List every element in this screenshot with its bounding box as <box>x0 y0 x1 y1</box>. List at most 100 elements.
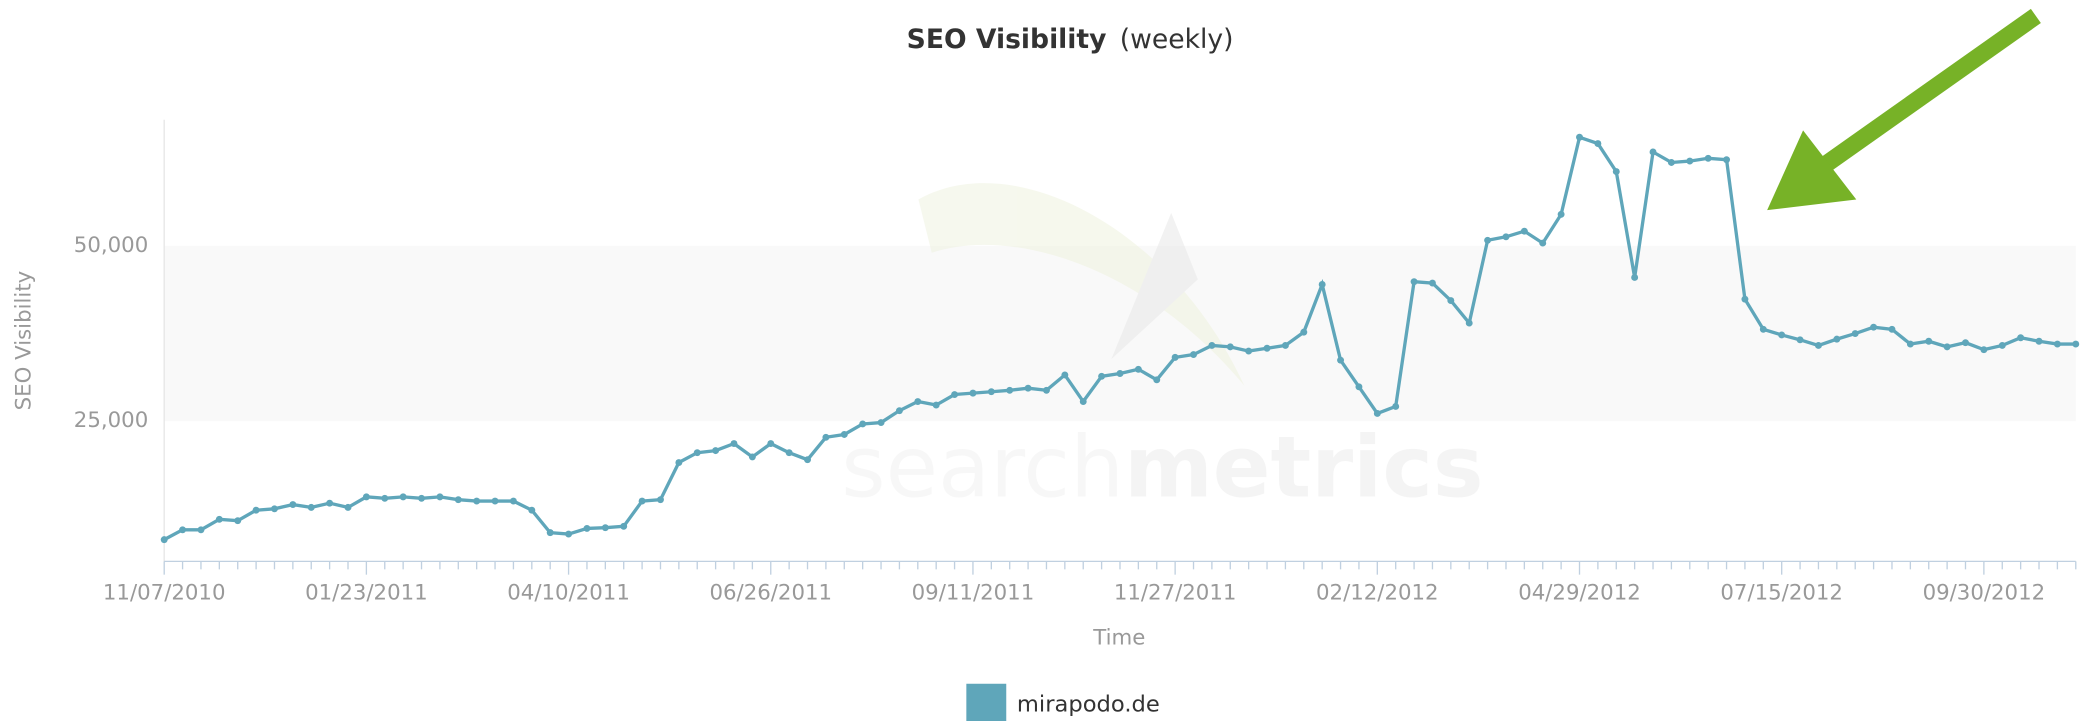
data-point <box>1263 344 1271 352</box>
arrow-shaft <box>1818 8 2041 174</box>
data-point <box>1759 325 1767 333</box>
data-point <box>362 493 370 501</box>
data-point <box>1116 370 1124 377</box>
watermark-text: searchmetrics <box>841 419 1483 518</box>
data-point <box>1980 346 1988 354</box>
data-point <box>1594 140 1602 148</box>
data-point <box>1686 157 1694 165</box>
data-point <box>859 420 867 428</box>
data-point <box>840 431 848 438</box>
data-point <box>565 530 573 538</box>
data-point <box>969 389 977 397</box>
data-point <box>804 456 811 464</box>
x-tick-label: 06/26/2011 <box>709 580 832 605</box>
data-point <box>1281 341 1289 349</box>
data-point <box>160 536 168 544</box>
data-point <box>1962 339 1969 347</box>
chart-title: SEO Visibility (weekly) <box>907 23 1234 54</box>
annotation-arrow <box>1767 8 2041 211</box>
data-point <box>1814 341 1822 349</box>
data-point <box>1153 376 1161 384</box>
data-point <box>1484 236 1492 244</box>
data-point <box>1833 335 1841 343</box>
data-point <box>657 496 664 504</box>
data-point <box>509 497 517 505</box>
data-point <box>1098 372 1106 380</box>
data-point <box>1631 273 1639 281</box>
y-axis-label: SEO Visibility <box>12 271 37 411</box>
data-point <box>1925 337 1933 345</box>
data-point <box>1943 343 1951 351</box>
data-point <box>1667 159 1675 166</box>
data-point <box>1502 233 1510 241</box>
data-point <box>638 497 646 505</box>
data-point <box>491 497 499 505</box>
data-point <box>252 506 260 514</box>
data-point <box>1888 325 1896 333</box>
data-point <box>675 459 683 466</box>
data-point <box>1318 281 1326 288</box>
data-point <box>1171 353 1179 361</box>
data-point <box>307 503 315 511</box>
watermark: searchmetrics <box>841 183 1484 518</box>
x-tick-label: 04/10/2011 <box>507 580 630 605</box>
watermark-logo <box>1111 212 1198 360</box>
data-point <box>601 524 609 532</box>
data-point <box>381 494 389 502</box>
legend-swatch <box>966 683 1007 721</box>
data-point <box>197 526 205 534</box>
data-point <box>1576 133 1583 141</box>
data-point <box>951 391 959 398</box>
arrow-head <box>1767 130 1857 211</box>
data-point <box>1778 331 1786 339</box>
data-point <box>399 493 407 501</box>
data-point <box>1134 365 1142 373</box>
data-point <box>1208 341 1216 349</box>
data-point <box>418 494 425 502</box>
data-point <box>822 433 830 441</box>
data-point <box>1539 239 1547 247</box>
x-tick-label: 11/07/2010 <box>103 580 226 605</box>
data-point <box>1300 328 1308 336</box>
data-point <box>215 515 223 523</box>
data-point <box>748 453 756 461</box>
data-point <box>1373 409 1381 417</box>
data-point <box>271 505 278 513</box>
title: SEO Visibility <box>907 23 1107 54</box>
data-point <box>914 398 922 405</box>
data-point <box>1851 330 1859 337</box>
data-point <box>693 449 701 457</box>
data-point <box>1429 279 1436 287</box>
data-point <box>2053 340 2061 348</box>
data-point <box>1465 319 1473 327</box>
x-tick-label: 04/29/2012 <box>1518 580 1641 605</box>
x-tick-label: 11/27/2011 <box>1114 580 1237 605</box>
data-point <box>583 524 591 532</box>
data-point <box>473 497 481 505</box>
data-point <box>1006 386 1014 394</box>
data-point <box>1355 383 1363 391</box>
data-point <box>1024 384 1032 392</box>
data-point <box>289 501 297 509</box>
data-point <box>1723 156 1731 164</box>
data-point <box>1612 168 1620 176</box>
x-tick-label: 07/15/2012 <box>1720 580 1843 605</box>
data-point <box>2035 337 2043 345</box>
data-point <box>1447 297 1455 305</box>
data-point <box>344 503 352 511</box>
data-point <box>877 419 885 427</box>
y-tick-label: 50,000 <box>74 233 148 258</box>
data-point <box>1870 323 1878 331</box>
legend-label: mirapodo.de <box>1017 692 1160 718</box>
data-point <box>1079 398 1087 405</box>
subtitle: (weekly) <box>1120 23 1234 54</box>
x-tick-label: 01/23/2011 <box>305 580 428 605</box>
data-point <box>712 447 720 455</box>
data-point <box>895 407 903 415</box>
data-point <box>1557 210 1565 218</box>
data-point <box>1796 336 1804 344</box>
x-tick-label: 02/12/2012 <box>1316 580 1439 605</box>
data-point <box>1043 386 1050 394</box>
data-point <box>767 440 775 448</box>
data-point <box>2072 340 2080 348</box>
